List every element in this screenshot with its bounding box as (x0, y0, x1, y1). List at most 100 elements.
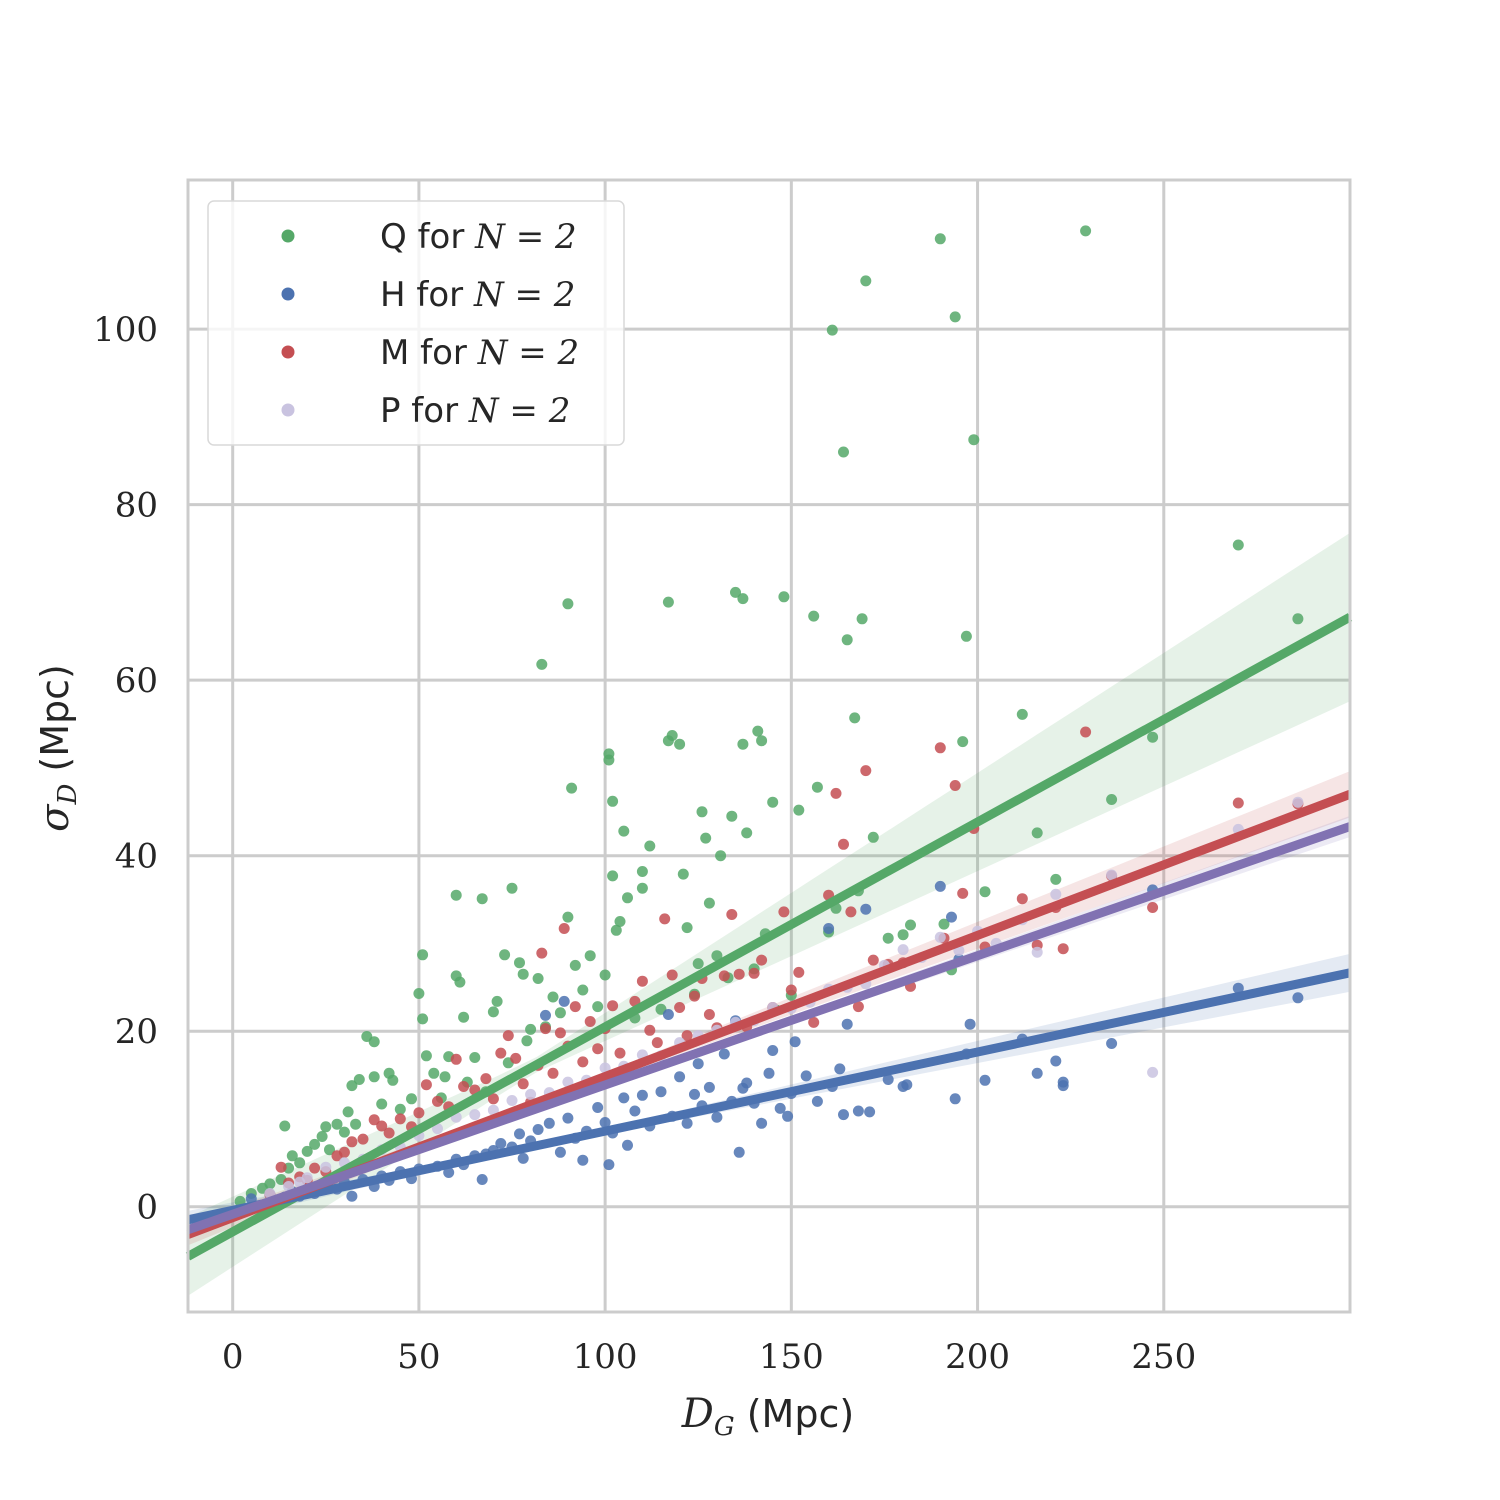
point-q (979, 886, 991, 898)
point-h (346, 1190, 358, 1202)
y-tick-label: 20 (115, 1012, 158, 1052)
point-q (636, 882, 648, 894)
legend-marker-p (281, 403, 295, 417)
point-m (651, 1037, 663, 1049)
point-h (1232, 982, 1244, 994)
point-q (934, 233, 946, 245)
point-m (510, 1052, 522, 1064)
point-p (432, 1123, 443, 1135)
point-q (778, 591, 790, 603)
legend: Q for N = 2H for N = 2M for N = 2P for N… (207, 200, 625, 446)
point-m (517, 1078, 529, 1090)
point-h (562, 1112, 574, 1124)
point-q (592, 1001, 604, 1013)
legend-math: N = 2 (477, 333, 580, 373)
legend-prefix: P for (380, 391, 469, 431)
point-m (584, 1016, 596, 1027)
point-q (726, 810, 738, 822)
point-q (406, 1093, 417, 1105)
point-h (718, 1048, 730, 1060)
point-h (662, 1009, 674, 1020)
point-m (636, 975, 648, 987)
point-h (834, 1063, 846, 1075)
x-tick-label: 250 (1131, 1337, 1196, 1377)
point-m (487, 1093, 499, 1105)
y-tick-labels: 0 20 40 60 80 100 (93, 310, 158, 1228)
point-q (514, 957, 525, 969)
point-m (785, 984, 797, 996)
point-q (741, 827, 753, 839)
x-tick-label: 50 (397, 1337, 440, 1377)
point-q (554, 1007, 566, 1019)
point-q (1147, 731, 1159, 743)
point-q (882, 932, 894, 944)
point-q (458, 1011, 470, 1023)
point-m (867, 954, 879, 966)
point-m (420, 1079, 432, 1091)
point-q (376, 1098, 388, 1110)
point-m (703, 1009, 715, 1020)
point-m (368, 1114, 380, 1126)
point-p (897, 944, 909, 956)
point-q (1050, 873, 1062, 885)
point-m (1080, 726, 1092, 738)
point-m (718, 970, 730, 982)
point-m (756, 954, 768, 966)
legend-label-m: M for N = 2 (380, 333, 579, 373)
point-q (368, 1036, 380, 1048)
legend-math: N = 2 (473, 275, 576, 315)
fit-line-p (186, 822, 1352, 1235)
point-q (1031, 827, 1043, 839)
point-q (599, 969, 611, 981)
point-m (346, 1136, 358, 1148)
point-h (741, 1077, 753, 1089)
point-q (703, 897, 715, 909)
fit-line-q (185, 613, 1353, 1261)
x-tick-label: 200 (945, 1337, 1010, 1377)
point-h (1106, 1038, 1118, 1049)
point-h (811, 1095, 823, 1107)
point-q (860, 275, 872, 287)
point-h (767, 1045, 779, 1056)
point-p (934, 931, 946, 943)
point-q (476, 893, 488, 905)
point-h (774, 1102, 786, 1114)
point-h (655, 1086, 667, 1098)
legend-label-q: Q for N = 2 (380, 217, 577, 257)
point-q (636, 866, 648, 877)
point-m (309, 1162, 321, 1174)
point-q (1106, 794, 1118, 805)
point-q (264, 1178, 276, 1190)
legend-math: N = 2 (468, 391, 571, 431)
point-m (666, 969, 678, 981)
y-tick-label: 100 (93, 310, 158, 350)
point-p (469, 1109, 481, 1121)
point-h (964, 1018, 976, 1030)
point-q (368, 1071, 380, 1083)
point-q (607, 870, 619, 882)
point-q (960, 630, 972, 642)
point-q (1292, 613, 1304, 625)
point-q (715, 850, 727, 862)
point-h (1031, 1067, 1043, 1079)
point-h (1292, 992, 1304, 1004)
point-q (756, 735, 768, 747)
point-m (949, 780, 961, 791)
point-m (778, 906, 790, 918)
point-q (294, 1157, 306, 1169)
point-h (800, 1070, 812, 1082)
point-h (540, 1009, 551, 1021)
point-q (331, 1118, 343, 1130)
point-q (737, 593, 749, 605)
point-m (536, 947, 548, 959)
legend-marker-m (281, 345, 295, 359)
point-h (864, 1106, 876, 1118)
point-h (703, 1081, 715, 1093)
point-q (562, 911, 574, 923)
point-q (867, 831, 879, 843)
point-q (324, 1144, 335, 1156)
point-m (432, 1095, 443, 1107)
band-q (188, 532, 1350, 1296)
point-q (450, 889, 462, 901)
